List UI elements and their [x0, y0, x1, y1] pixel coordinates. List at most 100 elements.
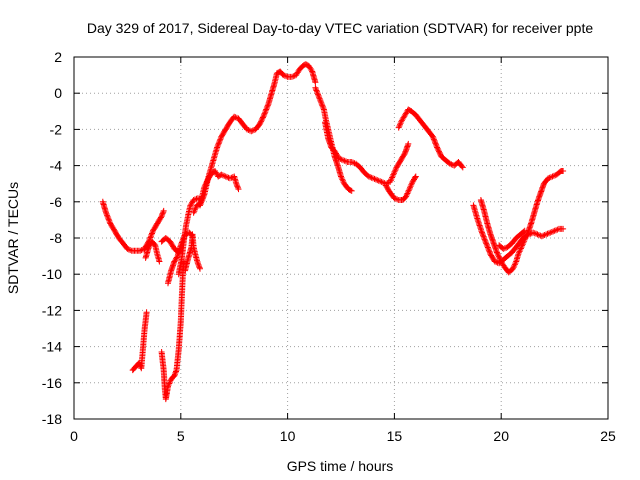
data-point [232, 114, 239, 121]
data-point [545, 230, 552, 237]
data-point [263, 106, 270, 113]
data-point [218, 171, 225, 178]
data-point [434, 144, 441, 151]
data-point [260, 113, 267, 120]
data-point [219, 172, 226, 179]
data-point [550, 172, 557, 179]
data-point [553, 227, 559, 234]
data-point [244, 126, 250, 133]
data-point [407, 183, 414, 190]
data-point [495, 252, 502, 259]
x-tick-label: 15 [387, 428, 403, 444]
data-point [341, 157, 348, 164]
data-point [337, 156, 344, 162]
data-point [197, 265, 203, 272]
data-point [430, 136, 437, 143]
data-point [374, 177, 381, 184]
data-point [106, 217, 113, 224]
data-point [389, 174, 396, 181]
data-point [380, 179, 386, 186]
y-tick-label: -8 [50, 230, 63, 246]
data-point [408, 180, 415, 187]
data-point [543, 231, 550, 238]
y-tick-label: -10 [42, 266, 62, 282]
data-point [216, 139, 223, 146]
data-point [234, 184, 241, 191]
data-point [405, 189, 412, 195]
data-point [560, 225, 567, 232]
data-point [259, 114, 266, 121]
data-point [248, 128, 255, 135]
y-tick-label: 2 [54, 49, 62, 65]
data-point [515, 249, 522, 256]
data-point [531, 230, 538, 237]
data-point [392, 195, 399, 202]
data-point [195, 261, 202, 268]
data-point [338, 173, 344, 180]
data-point [377, 178, 384, 185]
data-point [166, 380, 173, 387]
data-point [412, 174, 419, 181]
data-point [387, 177, 394, 184]
data-point [313, 87, 320, 94]
data-point [343, 158, 349, 165]
data-point [437, 151, 444, 157]
data-point [435, 147, 442, 154]
data-point [550, 228, 557, 235]
data-point [560, 168, 567, 174]
data-point [224, 174, 231, 181]
data-point [124, 245, 131, 252]
data-point [318, 99, 325, 106]
data-point [521, 236, 528, 243]
data-point [483, 240, 490, 247]
data-point [510, 264, 517, 271]
data-point [222, 173, 229, 180]
data-point [348, 187, 355, 194]
data-point [249, 127, 256, 134]
y-tick-label: -4 [50, 158, 63, 174]
x-tick-label: 20 [493, 428, 509, 444]
data-point [157, 214, 164, 221]
data-point [501, 245, 508, 252]
x-tick-label: 10 [280, 428, 296, 444]
data-point [434, 145, 441, 152]
data-point [371, 175, 378, 182]
data-point [148, 231, 155, 238]
data-point [103, 209, 109, 216]
data-point [347, 187, 354, 194]
data-point [392, 167, 399, 174]
data-point [160, 207, 167, 214]
data-point [200, 194, 207, 201]
data-point [261, 110, 268, 117]
data-point [288, 73, 295, 80]
y-axis-label: SDTVAR / TECUs [5, 182, 21, 294]
data-point [308, 67, 315, 74]
data-point [290, 73, 297, 80]
data-point [339, 176, 346, 183]
data-point [350, 159, 357, 166]
data-point [235, 186, 242, 193]
data-point [190, 197, 197, 203]
data-point [259, 115, 266, 122]
data-point [367, 174, 374, 181]
x-tick-label: 5 [177, 428, 185, 444]
data-point [436, 149, 443, 156]
data-points [99, 61, 567, 403]
data-point [538, 233, 545, 240]
data-point [312, 79, 319, 86]
data-point [545, 175, 552, 182]
data-point [198, 198, 205, 205]
data-point [497, 257, 504, 264]
data-point [348, 159, 355, 165]
data-point [338, 156, 345, 163]
data-point [319, 103, 326, 110]
axis-ticks: 0 5 10 15 20 25 -18 -16 -14 -12 -10 -8 -6 -4 -2 0 2 [42, 49, 616, 444]
data-point [159, 210, 166, 217]
data-point [258, 117, 265, 124]
data-point [546, 174, 553, 181]
data-point [391, 195, 398, 202]
y-tick-label: -14 [42, 339, 62, 355]
y-tick-label: 0 [54, 85, 62, 101]
data-point [391, 170, 397, 177]
